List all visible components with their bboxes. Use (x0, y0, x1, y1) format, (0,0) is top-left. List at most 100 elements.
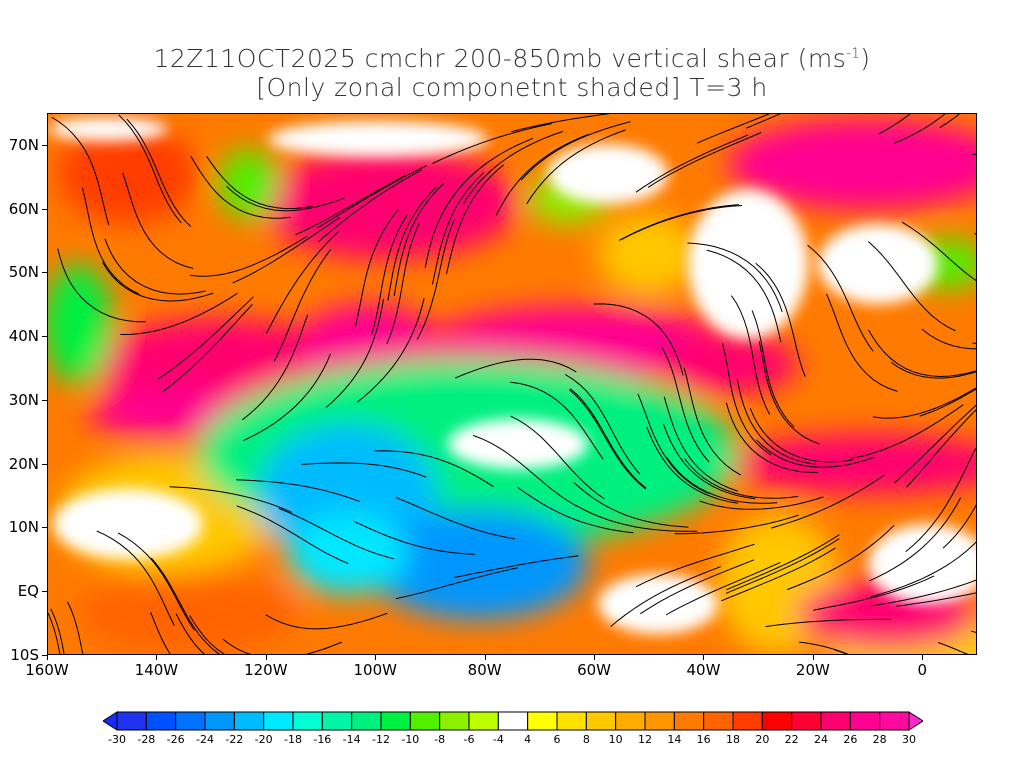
colorbar-label: -20 (254, 733, 273, 746)
streamline (157, 296, 254, 380)
shear-map (47, 113, 977, 655)
lat-tick (42, 336, 47, 338)
streamline (455, 358, 577, 379)
colorbar-over-arrow (908, 711, 923, 731)
colorbar-label: 16 (696, 733, 711, 746)
streamline (906, 409, 976, 488)
streamline (799, 641, 849, 654)
streamline (770, 474, 885, 529)
streamline (424, 162, 488, 268)
colorbar-box (527, 711, 558, 731)
streamline (150, 557, 221, 654)
colorbar-label: 6 (553, 733, 561, 746)
streamline (510, 381, 604, 460)
streamline (890, 361, 976, 379)
colorbar-box (820, 711, 851, 731)
streamline (355, 208, 399, 327)
colorbar-box (732, 711, 763, 731)
streamline (749, 408, 853, 463)
lat-tick (42, 655, 47, 656)
streamline (526, 129, 626, 204)
streamline (674, 514, 799, 535)
colorbar-box (263, 711, 294, 731)
streamline (921, 328, 976, 350)
colorbar-box (321, 711, 353, 731)
colorbar-box (644, 711, 675, 731)
colorbar-box (233, 711, 265, 731)
streamline (756, 439, 874, 468)
streamline (81, 187, 140, 295)
colorbar-label: 24 (814, 733, 828, 746)
lat-label: 30N (8, 390, 39, 409)
lon-tick (812, 655, 814, 660)
streamline (878, 114, 911, 135)
colorbar-label: -22 (225, 733, 244, 746)
title-text: 12Z11OCT2025 cmchr 200-850mb vertical sh… (153, 44, 847, 73)
colorbar-under-arrow (103, 711, 118, 731)
streamline (660, 346, 710, 463)
lat-label: 10S (10, 646, 39, 664)
colorbar-label: 26 (843, 733, 858, 746)
colorbar-label: -26 (166, 733, 185, 746)
streamline (393, 182, 445, 296)
streamline (893, 114, 946, 145)
lat-tick (42, 463, 47, 465)
streamline (610, 566, 721, 627)
streamline (726, 534, 840, 591)
streamline (807, 244, 874, 352)
streamline (919, 388, 976, 417)
streamline (446, 164, 505, 274)
streamline (387, 186, 437, 301)
colorbar-label: -18 (284, 733, 302, 746)
colorbar-box (497, 711, 529, 731)
streamline (569, 389, 647, 490)
lon-tick (594, 655, 596, 660)
streamline (232, 216, 341, 284)
streamline (683, 367, 742, 476)
streamline (243, 353, 331, 442)
colorbar-box (351, 711, 382, 731)
streamline (117, 532, 195, 631)
streamline (725, 538, 840, 594)
lat-tick (42, 144, 47, 146)
colorbar-box (703, 711, 734, 731)
colorbar-label: -4 (492, 733, 504, 746)
title-line-1: 12Z11OCT2025 cmchr 200-850mb vertical sh… (0, 44, 1024, 73)
streamline (495, 133, 589, 216)
streamline (826, 293, 898, 392)
streamline (765, 618, 892, 628)
streamline (868, 329, 976, 378)
colorbar-box (791, 711, 822, 731)
streamline (226, 186, 345, 212)
streamline (870, 541, 976, 598)
colorbar-box (145, 711, 177, 731)
streamline (120, 292, 238, 335)
colorbar-label: 4 (524, 733, 532, 746)
streamline (51, 116, 110, 226)
streamline (301, 462, 427, 478)
lat-label: EQ (17, 582, 39, 601)
colorbar-label: -12 (372, 733, 390, 746)
streamline (939, 114, 961, 129)
streamline (354, 521, 475, 555)
streamline (265, 230, 340, 334)
lon-tick (156, 655, 158, 660)
colorbar-label: 8 (582, 733, 590, 746)
streamline (647, 132, 762, 188)
streamline (175, 613, 206, 654)
streamline (510, 415, 605, 500)
streamline (696, 114, 771, 144)
streamline (325, 298, 385, 408)
colorbar-box (761, 711, 793, 731)
colorbar-label: 30 (902, 733, 916, 746)
streamline (236, 505, 349, 565)
shade-blobs (48, 119, 976, 654)
streamline (472, 434, 577, 507)
streamline (687, 242, 783, 313)
streamline (635, 543, 755, 588)
streamline (278, 507, 395, 560)
lat-label: 40N (8, 327, 39, 346)
streamline (637, 393, 709, 494)
streamline (736, 379, 816, 465)
streamline (102, 261, 214, 302)
